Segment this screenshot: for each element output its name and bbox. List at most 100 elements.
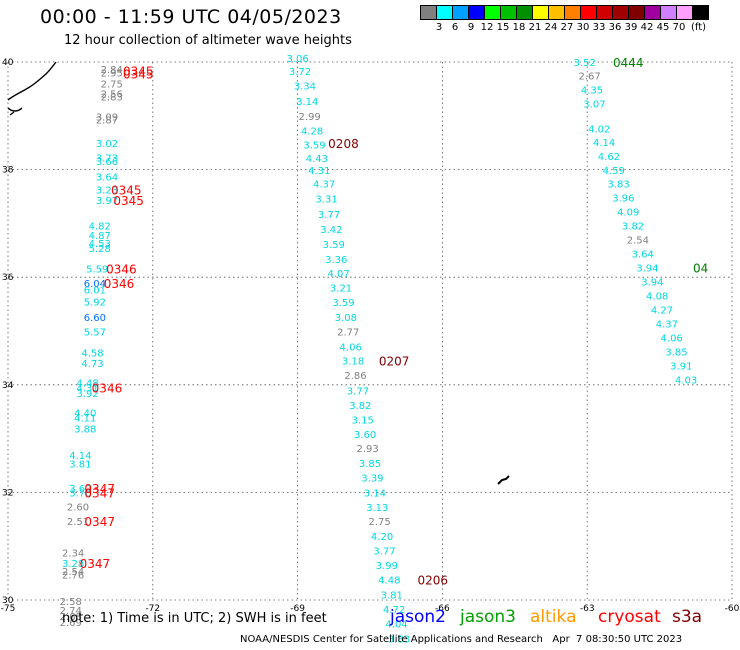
wave-height-reading: 2.54: [627, 236, 649, 247]
pass-time-label: 0345: [113, 194, 144, 208]
wave-height-reading: 3.85: [359, 459, 381, 470]
wave-height-reading: 3.94: [641, 278, 663, 289]
pass-time-label: 0345: [123, 65, 154, 79]
color-scale-tick: 36: [608, 22, 622, 33]
wave-height-reading: 2.83: [101, 93, 123, 104]
wave-height-reading: 2.95: [101, 68, 123, 79]
pass-time-label: 0346: [92, 382, 123, 396]
color-scale-labels: 3 6 9 12 15 18 21 24 27 30 33 36 39 42 45 70 (ft): [421, 22, 740, 36]
pass-time-label: 0345: [123, 67, 154, 81]
note-text: note: 1) Time is in UTC; 2) SWH is in fe…: [62, 611, 327, 626]
wave-height-reading: 3.62: [69, 484, 91, 495]
wave-height-reading: 3.06: [286, 54, 308, 65]
wave-height-reading: 4.02: [588, 124, 610, 135]
longitude-label: -72: [145, 604, 160, 614]
wave-height-reading: 3.81: [381, 591, 403, 602]
wave-height-reading: 2.51: [67, 517, 89, 528]
wave-height-reading: 3.59: [332, 298, 354, 309]
legend-cryosat: cryosat: [598, 607, 661, 627]
wave-height-reading: 2.34: [62, 549, 84, 560]
longitude-label: -63: [580, 604, 595, 614]
wave-height-reading: 4.09: [617, 208, 639, 219]
wave-height-reading: 3.92: [77, 389, 99, 400]
wave-height-reading: 4.59: [603, 166, 625, 177]
wave-height-reading: 6.04: [84, 279, 106, 290]
wave-height-reading: 3.82: [349, 401, 371, 412]
wave-height-reading: 6.60: [84, 313, 106, 324]
color-scale-tick: 6: [451, 22, 459, 33]
color-scale-tick: 39: [624, 22, 638, 33]
wave-height-reading: 3.13: [366, 503, 388, 514]
wave-height-reading: 4.72: [383, 605, 405, 616]
pass-time-label: 0206: [417, 574, 448, 588]
wave-height-reading: 3.36: [325, 255, 347, 266]
wave-height-reading: 4.27: [651, 306, 673, 317]
wave-height-reading: 2.56: [101, 89, 123, 100]
wave-height-reading: 3.34: [294, 82, 316, 93]
wave-height-reading: 5.59: [86, 265, 108, 276]
wave-height-reading: 3.59: [323, 240, 345, 251]
wave-height-reading: 3.91: [670, 362, 692, 373]
wave-height-reading: 3.64: [632, 250, 654, 261]
wave-height-reading: 3.28: [62, 559, 84, 570]
wave-height-reading: 4.73: [81, 359, 103, 370]
wave-height-reading: 4.28: [301, 126, 323, 137]
pass-time-label: 0345: [111, 184, 142, 198]
wave-height-reading: 2.77: [337, 328, 359, 339]
wave-height-reading: 3.96: [612, 194, 634, 205]
wave-height-reading: 4.58: [81, 349, 103, 360]
latitude-label: 40: [2, 58, 14, 68]
wave-height-reading: 2.68: [60, 612, 82, 623]
color-scale-tick: 45: [656, 22, 670, 33]
longitude-label: -69: [290, 604, 305, 614]
wave-height-reading: 4.14: [593, 138, 615, 149]
pass-time-label: 0346: [104, 277, 135, 291]
wave-height-reading: 4.40: [74, 408, 96, 419]
latitude-label: 30: [2, 596, 14, 606]
color-scale-tick: 24: [544, 22, 558, 33]
color-scale-tick: 9: [467, 22, 475, 33]
wave-height-reading: 4.43: [306, 154, 328, 165]
wave-height-reading: 2.86: [344, 371, 366, 382]
page-subtitle: 12 hour collection of altimeter wave hei…: [64, 33, 352, 48]
color-scale-tick: 33: [592, 22, 606, 33]
latitude-label: 32: [2, 488, 13, 498]
wave-height-reading: 5.28: [89, 244, 111, 255]
wave-height-reading: 3.77: [347, 386, 369, 397]
wave-height-reading: 3.18: [342, 357, 364, 368]
color-scale-tick: 15: [496, 22, 510, 33]
wave-height-reading: 3.77: [318, 210, 340, 221]
color-scale-tick: 3: [435, 22, 443, 33]
page-title: 00:00 - 11:59 UTC 04/05/2023: [40, 6, 342, 28]
color-scale-bar: [420, 5, 709, 20]
wave-height-reading: 4.06: [340, 343, 362, 354]
wave-height-reading: 4.44: [390, 649, 412, 650]
longitude-label: -66: [435, 604, 450, 614]
wave-height-reading: 4.82: [89, 222, 111, 233]
wave-height-reading: 4.48: [77, 379, 99, 390]
pass-time-label: 0347: [84, 482, 115, 496]
longitude-label: -60: [725, 604, 740, 614]
pass-time-label: 0347: [84, 515, 115, 529]
wave-height-reading: 2.76: [62, 570, 84, 581]
bermuda-island: [497, 475, 510, 485]
color-scale-tick: 18: [512, 22, 526, 33]
legend-jason3: jason3: [460, 607, 516, 627]
pass-time-label: 0347: [80, 557, 111, 571]
wave-height-reading: 3.14: [364, 488, 386, 499]
wave-height-reading: 3.08: [335, 313, 357, 324]
wave-height-reading: 2.67: [578, 72, 600, 83]
wave-height-reading: 2.93: [356, 444, 378, 455]
color-scale-unit: (ft): [691, 22, 707, 33]
wave-height-reading: 2.69: [60, 618, 82, 629]
wave-height-reading: 3.66: [96, 157, 118, 168]
longitude-label: -75: [1, 604, 16, 614]
wave-height-reading: 4.37: [313, 180, 335, 191]
color-scale-tick: 42: [640, 22, 654, 33]
wave-height-reading: 4.03: [675, 375, 697, 386]
wave-height-reading: 2.58: [60, 597, 82, 608]
footer-credit: NOAA/NESDIS Center for Satellite Applica…: [240, 634, 683, 645]
color-scale-tick: 21: [528, 22, 542, 33]
wave-height-reading: 4.31: [308, 166, 330, 177]
color-swatch: [692, 5, 709, 20]
